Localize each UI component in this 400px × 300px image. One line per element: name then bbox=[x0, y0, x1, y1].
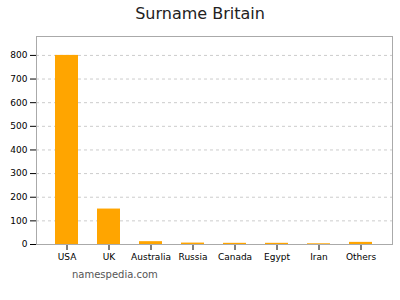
svg-text:Iran: Iran bbox=[310, 252, 328, 262]
svg-text:500: 500 bbox=[10, 121, 27, 131]
svg-text:Russia: Russia bbox=[179, 252, 208, 262]
svg-text:400: 400 bbox=[10, 145, 27, 155]
svg-text:100: 100 bbox=[10, 216, 27, 226]
svg-text:Others: Others bbox=[346, 252, 377, 262]
html-text:Surname Britain: Surname Britain bbox=[135, 4, 265, 23]
html-text:namespedia.com: namespedia.com bbox=[72, 269, 158, 280]
svg-text:Egypt: Egypt bbox=[264, 252, 290, 262]
svg-text:800: 800 bbox=[10, 50, 27, 60]
svg-text:Canada: Canada bbox=[218, 252, 252, 262]
svg-text:Australia: Australia bbox=[131, 252, 171, 262]
svg-text:200: 200 bbox=[10, 192, 27, 202]
svg-text:0: 0 bbox=[22, 239, 28, 249]
svg-text:USA: USA bbox=[58, 252, 77, 262]
svg-text:700: 700 bbox=[10, 74, 27, 84]
svg-text:600: 600 bbox=[10, 98, 27, 108]
svg-text:UK: UK bbox=[103, 252, 117, 262]
svg-text:300: 300 bbox=[10, 168, 27, 178]
